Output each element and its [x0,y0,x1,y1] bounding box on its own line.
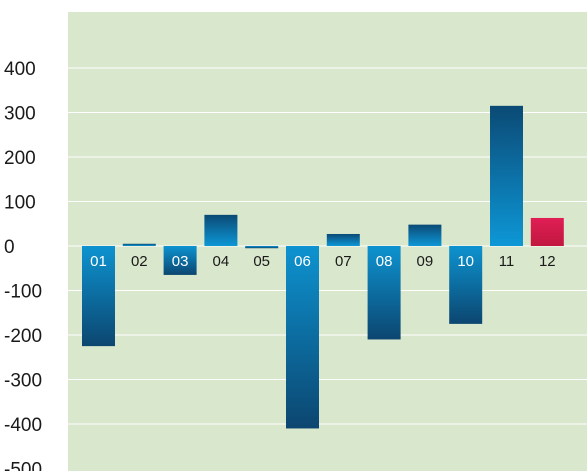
y-tick-label: -500 [4,460,42,472]
y-tick-label: 200 [4,148,36,169]
bar-12 [530,217,564,246]
category-label: 02 [131,253,148,270]
bar-07 [326,233,360,246]
y-tick-label: -200 [4,326,42,347]
bar-03 [163,246,197,275]
category-label: 07 [335,253,352,270]
bar-04 [204,214,238,246]
bars [82,105,564,429]
category-label: 05 [253,253,270,270]
bar-01 [82,246,115,347]
category-label: 06 [294,253,311,270]
bar-11 [490,105,523,246]
y-tick-label: 100 [4,193,36,214]
bar-06 [286,246,319,429]
bar-05 [245,246,279,249]
bar-10 [449,246,483,324]
y-tick-label: -300 [4,371,42,392]
y-tick-label: -100 [4,282,42,303]
bar-09 [408,224,442,246]
category-label: 12 [539,253,556,270]
category-label: 04 [213,253,230,270]
category-label: 01 [90,253,107,270]
category-label: 09 [417,253,434,270]
category-label: 08 [376,253,393,270]
bar-08 [367,246,401,340]
y-axis-ticks: -500 -400 -300 -200 -100 0 100 200 300 400 [4,59,42,476]
bar-02 [122,243,156,246]
category-label: 11 [499,253,515,270]
y-tick-label: 400 [4,59,36,80]
category-labels: 01 02 03 04 05 06 07 08 09 10 11 12 [90,253,555,270]
category-label: 10 [457,253,474,270]
category-label: 03 [172,253,189,270]
y-tick-label: 300 [4,104,36,125]
y-tick-label: 0 [4,237,15,258]
y-tick-label: -400 [4,415,42,436]
